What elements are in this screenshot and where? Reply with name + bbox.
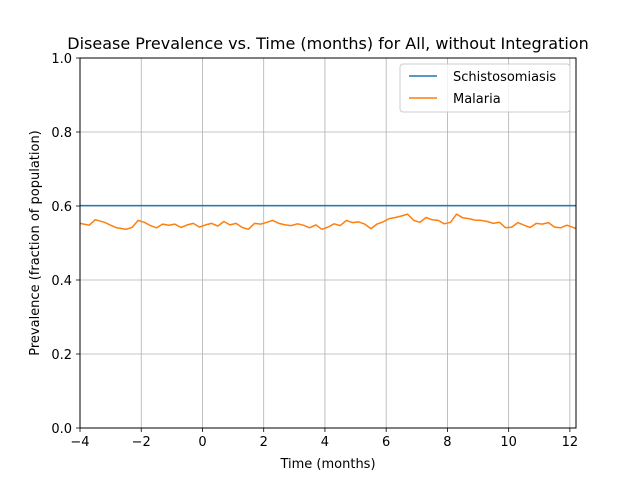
y-tick-label: 0.2: [51, 348, 72, 363]
y-tick-label: 0.4: [51, 274, 72, 289]
x-tick-label: 8: [443, 435, 451, 450]
series-line-malaria: [79, 213, 577, 231]
legend: Schistosomiasis Malaria: [399, 63, 571, 113]
y-tick-label: 0.6: [51, 200, 72, 215]
y-axis-title: Prevalence (fraction of population): [28, 130, 43, 356]
x-tick-label: 6: [382, 435, 390, 450]
x-tick-label: −4: [70, 435, 89, 450]
series-layer: [79, 204, 577, 231]
chart-title: Disease Prevalence vs. Time (months) for…: [67, 34, 588, 53]
x-tick-label: 12: [562, 435, 579, 450]
x-tick-label: 4: [321, 435, 329, 450]
x-tick-label: 2: [260, 435, 268, 450]
y-tick-label: 0.0: [51, 422, 72, 437]
y-tick-label: 1.0: [51, 52, 72, 67]
legend-label: Schistosomiasis: [453, 70, 556, 85]
x-tick-label: −2: [132, 435, 151, 450]
ticks: −4 −2 0 2 4 6 8 10 12 0.0 0.2 0.4 0.6 0.8 1.0: [51, 52, 578, 450]
y-tick-label: 0.8: [51, 126, 72, 141]
legend-box: [399, 63, 571, 113]
x-axis-title: Time (months): [279, 457, 375, 472]
legend-label: Malaria: [453, 92, 501, 107]
x-tick-label: 10: [500, 435, 517, 450]
x-tick-label: 0: [198, 435, 206, 450]
plot-frame: [79, 57, 577, 429]
